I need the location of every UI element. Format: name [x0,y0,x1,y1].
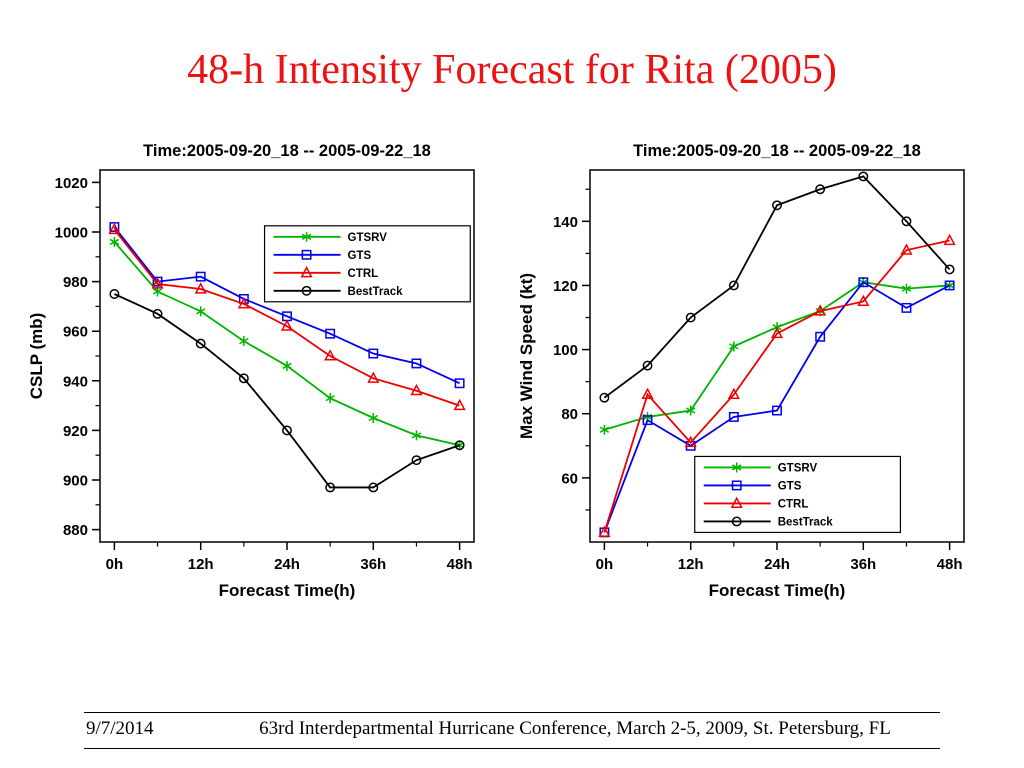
legend: GTSRV GTS CTRL BestTrack [263,225,471,303]
cslp-chart: Time:2005-09-20_18 -- 2005-09-22_18 880 90… [22,122,492,622]
legend-label-BestTrack: BestTrack [778,516,834,528]
y-tick-label: 980 [63,274,88,291]
x-tick-label: 12h [678,556,704,573]
footer-divider-top [84,712,940,713]
series-line-CTRL [603,239,950,533]
x-tick-label: 24h [274,556,300,573]
series-line-GTS [603,281,951,533]
legend-label-GTS: GTS [778,480,802,492]
y-tick-label: 100 [553,342,578,359]
y-tick-label: 140 [553,214,578,231]
chart-title: Time:2005-09-20_18 -- 2005-09-22_18 [633,142,921,160]
y-tick-label: 920 [63,423,88,440]
y-tick-label: 940 [63,373,88,390]
x-tick-label: 48h [447,556,473,573]
y-tick-label: 60 [561,470,578,487]
y-tick-label: 120 [553,278,578,295]
footer-divider-bottom [84,748,940,749]
series-line-GTS [113,226,460,385]
x-tick-label: 24h [764,556,790,573]
x-tick-label: 48h [937,556,963,573]
x-tick-label: 0h [596,556,614,573]
footer-date: 9/7/2014 [86,718,154,739]
legend-label-CTRL: CTRL [778,498,809,510]
legend-box [263,225,471,303]
legend-label-BestTrack: BestTrack [348,286,404,298]
y-tick-label: 880 [63,522,88,539]
series-GTSRV [109,236,465,451]
x-tick-label: 0h [106,556,124,573]
legend-label-CTRL: CTRL [348,268,379,280]
series-GTS [109,222,465,389]
x-axis-label: Forecast Time(h) [709,581,846,600]
legend-label-GTS: GTS [348,250,372,262]
legend-box [694,455,902,534]
legend-label-GTSRV: GTSRV [348,232,388,244]
series-BestTrack [109,289,465,493]
series-line-CTRL [113,228,460,407]
max-wind-speed-chart: Time:2005-09-20_18 -- 2005-09-22_18 60 80 1… [512,122,982,622]
series-CTRL [598,233,956,537]
cslp-svg: Time:2005-09-20_18 -- 2005-09-22_18 880 90… [27,142,475,600]
x-tick-label: 12h [188,556,214,573]
y-tick-label: 960 [63,324,88,341]
x-tick-label: 36h [850,556,876,573]
legend-label-GTSRV: GTSRV [778,462,818,474]
series-line-BestTrack [603,175,951,399]
y-tick-label: 1000 [55,225,88,242]
footer-conference-text: 63rd Interdepartmental Hurricane Confere… [259,718,891,739]
chart-title: Time:2005-09-20_18 -- 2005-09-22_18 [143,142,431,160]
y-tick-label: 1020 [55,175,88,192]
y-axis-label: CSLP (mb) [27,313,46,400]
y-tick-label: 900 [63,473,88,490]
y-axis-label: Max Wind Speed (kt) [517,273,536,439]
x-axis-label: Forecast Time(h) [219,581,356,600]
max-wind-svg: Time:2005-09-20_18 -- 2005-09-22_18 60 80 1… [517,142,965,600]
series-BestTrack [599,171,955,403]
slide-title: 48-h Intensity Forecast for Rita (2005) [187,47,837,93]
legend: GTSRV GTS CTRL BestTrack [694,455,902,534]
series-line-BestTrack [114,293,460,489]
y-tick-label: 80 [561,406,578,423]
x-tick-label: 36h [360,556,386,573]
series-CTRL [108,222,466,411]
